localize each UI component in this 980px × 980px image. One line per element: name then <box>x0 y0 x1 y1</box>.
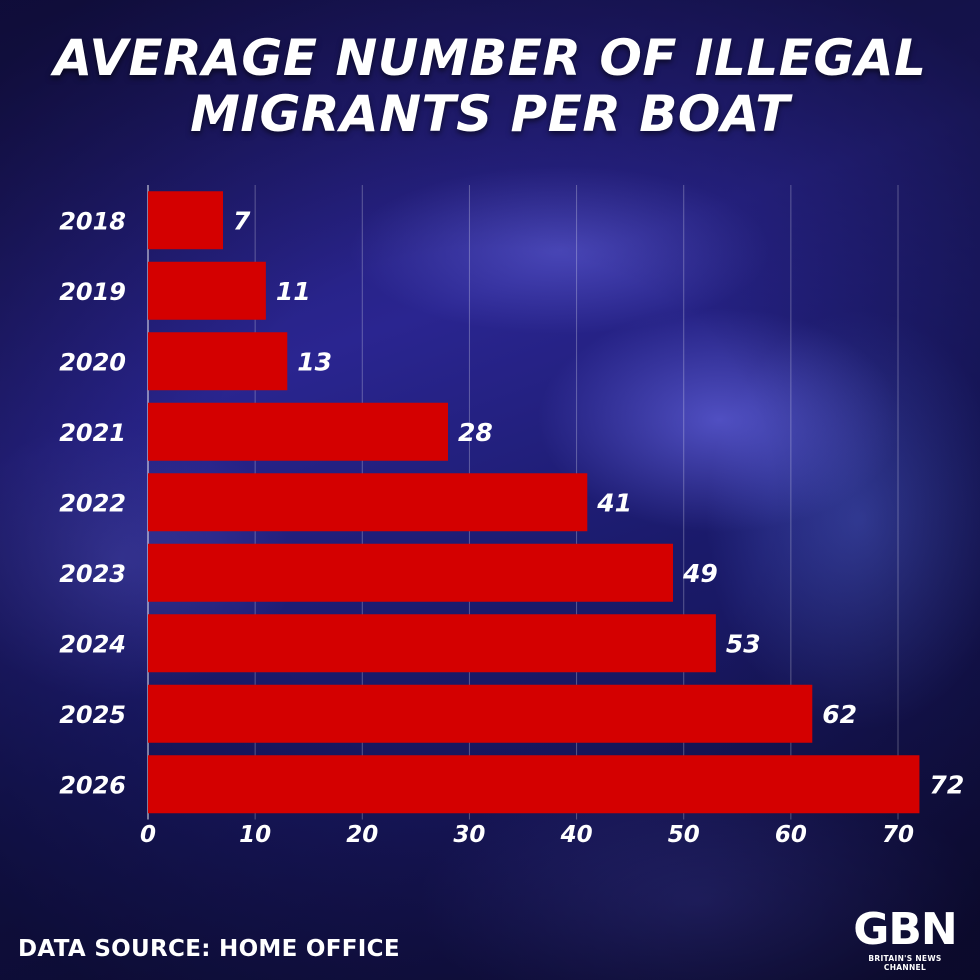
category-label-2025: 2025 <box>59 701 126 729</box>
category-label-2024: 2024 <box>59 630 126 658</box>
bar-2020 <box>148 332 288 391</box>
bar-2026 <box>148 755 920 814</box>
bar-2021 <box>148 402 448 461</box>
value-label-2018: 7 <box>233 206 251 235</box>
x-tick-label-40: 40 <box>560 822 593 848</box>
chart-title-line-2: MIGRANTS PER BOAT <box>190 85 790 143</box>
category-labels: 2018 2019 2020 2021 2022 2023 2024 2025 2026 <box>59 207 126 799</box>
category-label-2021: 2021 <box>59 419 126 447</box>
bar-2019 <box>148 261 266 320</box>
bar-2022 <box>148 473 588 532</box>
data-source-label: DATA SOURCE: HOME OFFICE <box>18 936 400 962</box>
chart-title: AVERAGE NUMBER OF ILLEGAL MIGRANTS PER B… <box>0 30 980 142</box>
category-label-2023: 2023 <box>59 560 126 588</box>
bar-2023 <box>148 543 673 602</box>
value-label-2020: 13 <box>297 347 332 376</box>
x-tick-label-20: 20 <box>346 822 378 848</box>
logo-tagline: BRITAIN'S NEWS CHANNEL <box>868 954 942 972</box>
value-label-2025: 62 <box>822 700 857 729</box>
bars <box>148 191 920 814</box>
x-tick-label-60: 60 <box>775 822 807 848</box>
category-label-2022: 2022 <box>59 489 126 517</box>
bar-2024 <box>148 614 716 673</box>
x-axis-tick-labels: 0 10 20 30 40 50 60 70 <box>140 822 914 848</box>
x-tick-label-70: 70 <box>882 822 914 848</box>
category-label-2026: 2026 <box>59 771 126 799</box>
value-label-2019: 11 <box>276 277 311 306</box>
x-tick-label-50: 50 <box>668 822 700 848</box>
category-label-2019: 2019 <box>59 278 126 306</box>
x-tick-label-30: 30 <box>453 822 485 848</box>
value-labels: 7 11 13 28 41 49 53 62 72 <box>233 206 964 799</box>
value-label-2024: 53 <box>726 629 761 658</box>
x-tick-label-10: 10 <box>239 822 271 848</box>
value-label-2021: 28 <box>458 418 493 447</box>
x-tick-label-0: 0 <box>140 822 156 848</box>
category-label-2018: 2018 <box>59 207 126 235</box>
logo-mark: GBN <box>853 904 957 955</box>
category-label-2020: 2020 <box>59 348 126 376</box>
chart-title-line-1: AVERAGE NUMBER OF ILLEGAL <box>53 29 927 87</box>
value-label-2026: 72 <box>929 770 964 799</box>
value-label-2023: 49 <box>682 559 718 588</box>
gbn-logo: GBN BRITAIN'S NEWS CHANNEL <box>846 904 964 973</box>
bar-2018 <box>148 191 223 250</box>
bar-2025 <box>148 684 813 743</box>
value-label-2022: 41 <box>596 488 632 517</box>
